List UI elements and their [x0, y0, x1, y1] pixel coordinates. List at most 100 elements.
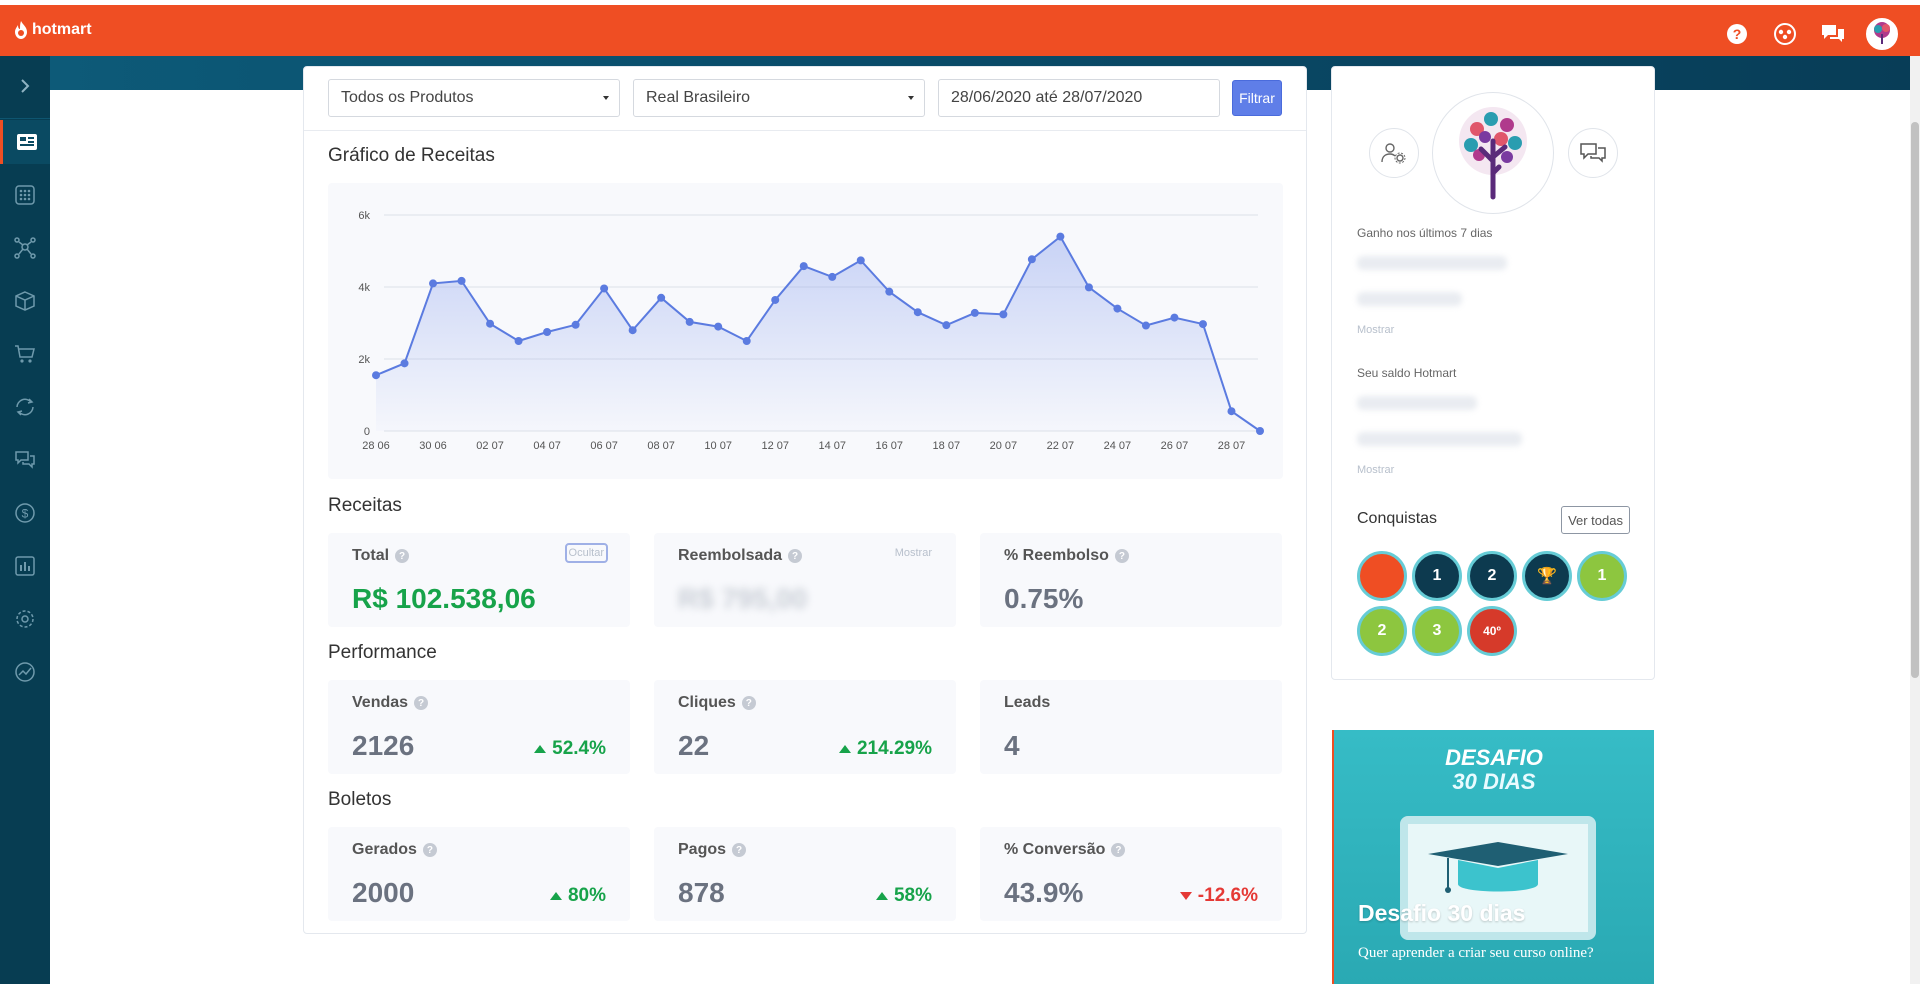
x-tick-label: 30 06 [419, 440, 447, 452]
chevron-right-icon [21, 79, 30, 93]
sidebar-item-messages[interactable] [0, 438, 50, 482]
data-point [913, 308, 922, 317]
scrollbar-thumb[interactable] [1911, 122, 1919, 678]
help-icon[interactable]: ? [1111, 843, 1126, 857]
certificate-badge-icon[interactable] [1357, 551, 1407, 601]
data-point [942, 321, 951, 330]
sidebar-item-sales[interactable] [0, 332, 50, 376]
chat-icon[interactable] [1818, 19, 1848, 49]
x-tick-label: 18 07 [933, 440, 961, 452]
x-tick-label: 20 07 [990, 440, 1018, 452]
network-icon [14, 237, 36, 259]
stat-leads: Leads 4 [980, 680, 1282, 774]
sidebar-item-products[interactable] [0, 279, 50, 323]
sidebar-item-settings[interactable] [0, 597, 50, 641]
badge-label: 2 [1377, 622, 1387, 639]
product-select[interactable]: Todos os Produtos [328, 79, 620, 117]
money-badge-icon[interactable]: 1 [1577, 551, 1627, 601]
user-avatar[interactable] [1866, 18, 1898, 50]
sidebar-item-apps[interactable] [0, 173, 50, 217]
stat-clicks: Cliques? 22 214.29% [654, 680, 956, 774]
currency-select-value: Real Brasileiro [646, 89, 751, 106]
currency-select[interactable]: Real Brasileiro [633, 79, 925, 117]
promo-heading-line1: DESAFIO [1445, 745, 1543, 770]
data-point [999, 310, 1008, 319]
earned-value-hidden [1357, 292, 1462, 306]
cart-badge-icon[interactable]: 1 [1412, 551, 1462, 601]
money-badge-icon[interactable]: 2 [1357, 606, 1407, 656]
sidebar-item-finance[interactable]: $ [0, 491, 50, 535]
see-all-button[interactable]: Ver todas [1561, 506, 1630, 534]
laptop-illustration [1400, 816, 1596, 940]
data-point [828, 272, 837, 281]
sidebar-item-network[interactable] [0, 226, 50, 270]
sun-badge-icon[interactable]: 40º [1467, 606, 1517, 656]
page-scrollbar[interactable] [1910, 56, 1920, 984]
money-badge-icon[interactable]: 3 [1412, 606, 1462, 656]
date-range-value: 28/06/2020 até 28/07/2020 [951, 89, 1143, 106]
stat-paid: Pagos? 878 58% [654, 827, 956, 921]
sidebar-item-dashboard[interactable] [0, 120, 50, 164]
filter-button[interactable]: Filtrar [1232, 80, 1282, 116]
total-revenue-value: R$ 102.538,06 [352, 583, 536, 614]
tree-avatar-icon [1874, 22, 1890, 44]
profile-messages-button[interactable] [1568, 128, 1618, 178]
cart-badge-icon[interactable]: 2 [1467, 551, 1517, 601]
arrow-down-icon [1179, 892, 1192, 900]
data-point [714, 322, 723, 331]
data-point [856, 256, 865, 265]
hide-link[interactable]: Ocultar [564, 543, 608, 563]
sidebar-expand-toggle[interactable] [0, 64, 50, 108]
date-range-input[interactable]: 28/06/2020 até 28/07/2020 [938, 79, 1220, 117]
help-icon[interactable]: ? [1114, 549, 1129, 563]
data-point [628, 326, 637, 335]
refund-pct-value: 0.75% [1004, 583, 1084, 614]
community-icon[interactable] [1770, 19, 1800, 49]
help-icon[interactable]: ? [788, 549, 803, 563]
show-earned-link[interactable]: Mostrar [1357, 324, 1395, 336]
top-header: hotmart ? [0, 0, 1920, 56]
help-icon[interactable]: ? [395, 549, 410, 563]
data-point [1027, 255, 1036, 264]
help-icon[interactable]: ? [741, 696, 756, 710]
generated-value: 2000 [352, 877, 415, 908]
stat-total-revenue: Total? Ocultar R$ 102.538,06 [328, 533, 630, 627]
badge-label: 40º [1483, 624, 1501, 638]
promo-title: Desafio 30 dias [1358, 900, 1526, 926]
help-icon[interactable]: ? [414, 696, 429, 710]
refunded-value: R$ 795,00 [678, 583, 808, 614]
trophy-badge-icon[interactable]: 🏆 [1522, 551, 1572, 601]
show-balance-link[interactable]: Mostrar [1357, 464, 1395, 476]
paid-value: 878 [678, 877, 725, 908]
sidebar-item-reports[interactable] [0, 544, 50, 588]
help-icon[interactable]: ? [732, 843, 747, 857]
data-point [771, 295, 780, 304]
svg-text:$: $ [22, 507, 29, 521]
profile-avatar[interactable] [1432, 92, 1554, 214]
promo-banner[interactable]: DESAFIO 30 DIAS Desafio 30 dias Quer apr… [1332, 730, 1654, 984]
revenue-chart: 0 2k 4k 6k 28 06 30 06 02 07 04 07 06 07 08 07 10 … [328, 183, 1283, 479]
sidebar-item-analytics[interactable] [0, 650, 50, 694]
arrow-up-icon [875, 892, 888, 900]
leads-value: 4 [1004, 730, 1020, 761]
help-icon[interactable]: ? [422, 843, 437, 857]
y-tick-label: 0 [364, 426, 370, 438]
stat-label: Reembolsada [678, 547, 783, 564]
hotmart-logo[interactable]: hotmart [14, 21, 92, 39]
boletos-title: Boletos [328, 789, 392, 810]
y-tick-label: 4k [358, 282, 370, 294]
badge-label: 3 [1432, 622, 1442, 639]
show-link[interactable]: Mostrar [894, 547, 932, 559]
x-tick-label: 22 07 [1047, 440, 1075, 452]
data-point [657, 293, 666, 302]
help-icon[interactable]: ? [1722, 19, 1752, 49]
clicks-value: 22 [678, 730, 710, 761]
data-point [1141, 321, 1150, 330]
profile-settings-button[interactable] [1369, 128, 1419, 178]
badge-label: 2 [1487, 567, 1497, 584]
data-point [486, 319, 495, 328]
delta-value: -12.6% [1197, 885, 1258, 906]
y-tick-label: 6k [358, 210, 370, 222]
x-tick-label: 28 06 [362, 440, 390, 452]
sidebar-item-subscriptions[interactable] [0, 385, 50, 429]
